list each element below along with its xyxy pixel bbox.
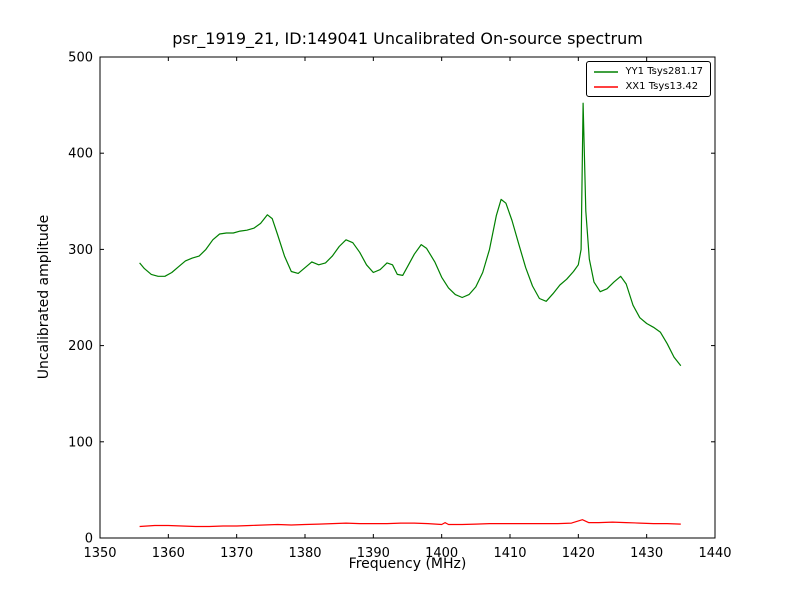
legend-item-xx1: XX1 Tsys13.42 bbox=[592, 81, 703, 92]
legend-item-yy1: YY1 Tsys281.17 bbox=[592, 66, 703, 77]
y-tick-label: 500 bbox=[68, 51, 93, 66]
legend-label-yy1: YY1 Tsys281.17 bbox=[625, 66, 703, 77]
plot-frame bbox=[99, 56, 716, 539]
x-tick-label: 1410 bbox=[493, 546, 526, 561]
legend-line-xx1-icon bbox=[594, 85, 619, 88]
series-line-0 bbox=[139, 102, 682, 367]
y-axis-label: Uncalibrated amplitude bbox=[36, 214, 52, 380]
y-tick-label: 300 bbox=[68, 243, 93, 258]
legend-label-xx1: XX1 Tsys13.42 bbox=[625, 81, 699, 92]
legend: YY1 Tsys281.17 XX1 Tsys13.42 bbox=[586, 61, 711, 97]
x-tick-label: 1360 bbox=[152, 546, 185, 561]
x-tick-label: 1420 bbox=[562, 546, 595, 561]
legend-line-yy1-icon bbox=[594, 70, 619, 73]
y-tick-label: 100 bbox=[68, 435, 93, 450]
x-tick-label: 1350 bbox=[83, 546, 116, 561]
x-tick-label: 1390 bbox=[357, 546, 390, 561]
series-line-1 bbox=[139, 519, 681, 528]
y-tick-label: 400 bbox=[68, 147, 93, 162]
x-axis-label: Frequency (MHz) bbox=[348, 556, 467, 572]
y-tick-label: 200 bbox=[68, 339, 93, 354]
x-tick-label: 1430 bbox=[630, 546, 663, 561]
x-tick-label: 1440 bbox=[698, 546, 731, 561]
x-tick-label: 1400 bbox=[425, 546, 458, 561]
chart-title: psr_1919_21, ID:149041 Uncalibrated On-s… bbox=[172, 29, 643, 48]
x-tick-label: 1370 bbox=[220, 546, 253, 561]
x-tick-label: 1380 bbox=[288, 546, 321, 561]
y-tick-label: 0 bbox=[85, 532, 93, 547]
